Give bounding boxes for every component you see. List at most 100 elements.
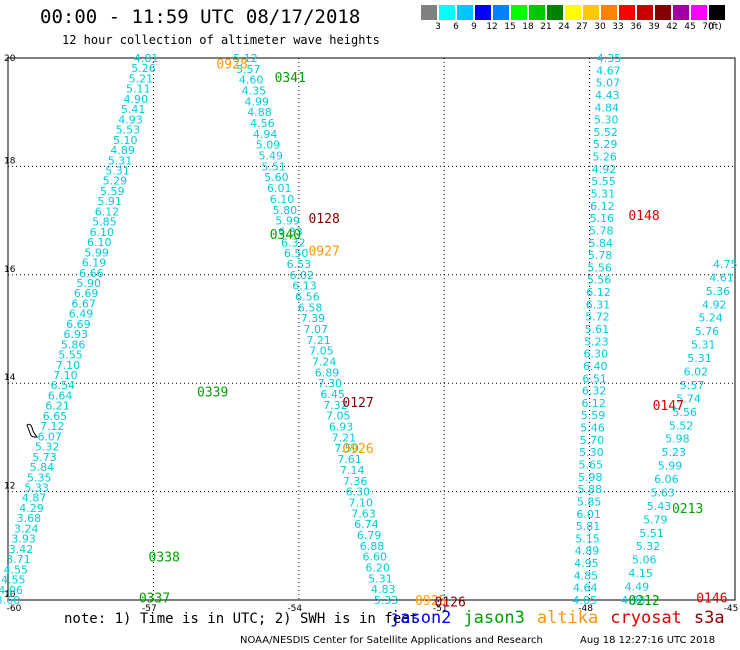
scale-swatch — [691, 5, 707, 20]
scale-swatch — [619, 5, 635, 20]
island-outline — [26, 423, 39, 438]
wave-height-value: 5.41 — [121, 103, 146, 116]
wave-height-value: 4.88 — [247, 106, 272, 119]
wave-height-value: 5.35 — [27, 471, 52, 484]
wave-height-value: 6.30 — [584, 348, 609, 361]
wave-height-value: 5.61 — [585, 323, 610, 336]
wave-height-value: 5.85 — [577, 495, 602, 508]
wave-height-value: 4.83 — [371, 583, 396, 596]
wave-height-value: 4.87 — [22, 492, 47, 505]
wave-height-value: 5.65 — [579, 459, 604, 472]
wave-height-value: 4.15 — [628, 567, 653, 580]
wave-height-value: 4.61 — [709, 271, 734, 284]
wave-height-value: 5.86 — [61, 338, 86, 351]
wave-height-value: 5.70 — [580, 434, 605, 447]
wave-height-value: 6.30 — [346, 486, 371, 499]
wave-height-value: 6.40 — [583, 360, 608, 373]
wave-height-value: 5.52 — [669, 419, 694, 432]
wave-height-value: 5.29 — [103, 175, 128, 188]
wave-height-value: 5.98 — [665, 433, 690, 446]
wave-height-value: 6.60 — [363, 551, 388, 564]
pass-time-label: 0340 — [270, 228, 301, 243]
wave-height-value: 6.31 — [586, 298, 611, 311]
wave-height-value: 4.35 — [597, 52, 622, 65]
wave-height-value: 5.57 — [680, 379, 705, 392]
wave-height-value: 5.10 — [113, 134, 138, 147]
wave-height-value: 4.92 — [592, 163, 617, 176]
scale-swatch — [583, 5, 599, 20]
scale-label: 39 — [648, 22, 660, 32]
pass-time-label: 0147 — [653, 399, 684, 414]
wave-height-value: 7.21 — [332, 431, 357, 444]
wave-height-value: 5.84 — [30, 461, 55, 474]
wave-height-value: 5.74 — [676, 392, 701, 405]
scale-label: 27 — [576, 22, 588, 32]
scale-label: 45 — [684, 22, 696, 32]
wave-height-value: 7.30 — [318, 377, 343, 390]
wave-height-value: 5.43 — [647, 500, 672, 513]
wave-height-value: 6.12 — [586, 286, 611, 299]
wave-height-value: 5.59 — [100, 185, 125, 198]
wave-height-value: 7.21 — [306, 334, 331, 347]
lat-tick-label: 20 — [4, 54, 16, 64]
wave-height-value: 3.71 — [6, 553, 31, 566]
scale-label: 30 — [594, 22, 606, 32]
wave-height-value: 5.56 — [673, 406, 698, 419]
lon-tick-label: -48 — [578, 604, 593, 614]
wave-height-value: 6.33 — [278, 225, 303, 238]
wave-height-value: 5.98 — [578, 471, 603, 484]
wave-height-value: 4.55 — [1, 574, 26, 587]
pass-time-label: 0339 — [197, 385, 228, 400]
wave-height-value: 4.55 — [4, 563, 29, 576]
wave-height-value: 5.90 — [77, 277, 102, 290]
wave-height-value: 6.69 — [66, 318, 91, 331]
wave-height-value: 4.85 — [574, 569, 599, 582]
wave-height-value: 5.29 — [593, 138, 618, 151]
wave-height-value: 6.54 — [50, 379, 75, 392]
wave-height-value: 5.07 — [596, 77, 621, 90]
wave-height-value: 4.84 — [595, 101, 620, 114]
wave-height-value: 6.02 — [289, 269, 314, 282]
wave-height-value: 5.31 — [687, 352, 712, 365]
pass-time-label: 0128 — [308, 212, 339, 227]
scale-swatch — [637, 5, 653, 20]
wave-height-value: 6.93 — [64, 328, 89, 341]
lat-tick-label: 14 — [4, 373, 16, 383]
wave-height-value: 4.05 — [573, 594, 598, 607]
scale-label: 12 — [486, 22, 498, 32]
wave-height-value: 3.60 — [0, 594, 20, 607]
wave-height-value: 4.49 — [625, 581, 650, 594]
scale-swatch — [529, 5, 545, 20]
wave-height-value: 5.76 — [695, 325, 720, 338]
scale-label: 36 — [630, 22, 642, 32]
page-subtitle: 12 hour collection of altimeter wave hei… — [62, 33, 380, 47]
wave-height-value: 5.46 — [580, 422, 605, 435]
wave-height-value: 5.63 — [650, 486, 675, 499]
wave-height-value: 3.42 — [9, 543, 34, 556]
wave-height-value: 5.52 — [593, 126, 618, 139]
wave-height-value: 5.11 — [126, 83, 151, 96]
wave-height-value: 7.05 — [326, 410, 351, 423]
wave-height-value: 6.79 — [357, 529, 382, 542]
scale-swatch — [709, 5, 725, 20]
wave-height-value: 5.31 — [591, 188, 616, 201]
map-frame — [7, 57, 736, 601]
lat-tick-label: 16 — [4, 265, 16, 275]
wave-height-value: 5.32 — [35, 441, 60, 454]
wave-height-value: 7.61 — [337, 453, 362, 466]
wave-height-value: 5.80 — [273, 204, 298, 217]
wave-height-value: 5.84 — [588, 237, 613, 250]
wave-height-value: 5.23 — [661, 446, 686, 459]
wave-height-value: 5.06 — [632, 554, 657, 567]
wave-height-value: 5.78 — [589, 224, 614, 237]
wave-height-value: 7.50 — [334, 442, 359, 455]
wave-height-value: 5.16 — [590, 212, 615, 225]
wave-height-value: 5.21 — [129, 72, 154, 85]
wave-height-value: 3.93 — [11, 533, 36, 546]
wave-height-value: 6.66 — [79, 267, 104, 280]
wave-height-value: 5.24 — [698, 312, 723, 325]
scale-swatch — [511, 5, 527, 20]
wave-height-value: 5.56 — [587, 274, 612, 287]
wave-height-value: 4.64 — [573, 582, 598, 595]
